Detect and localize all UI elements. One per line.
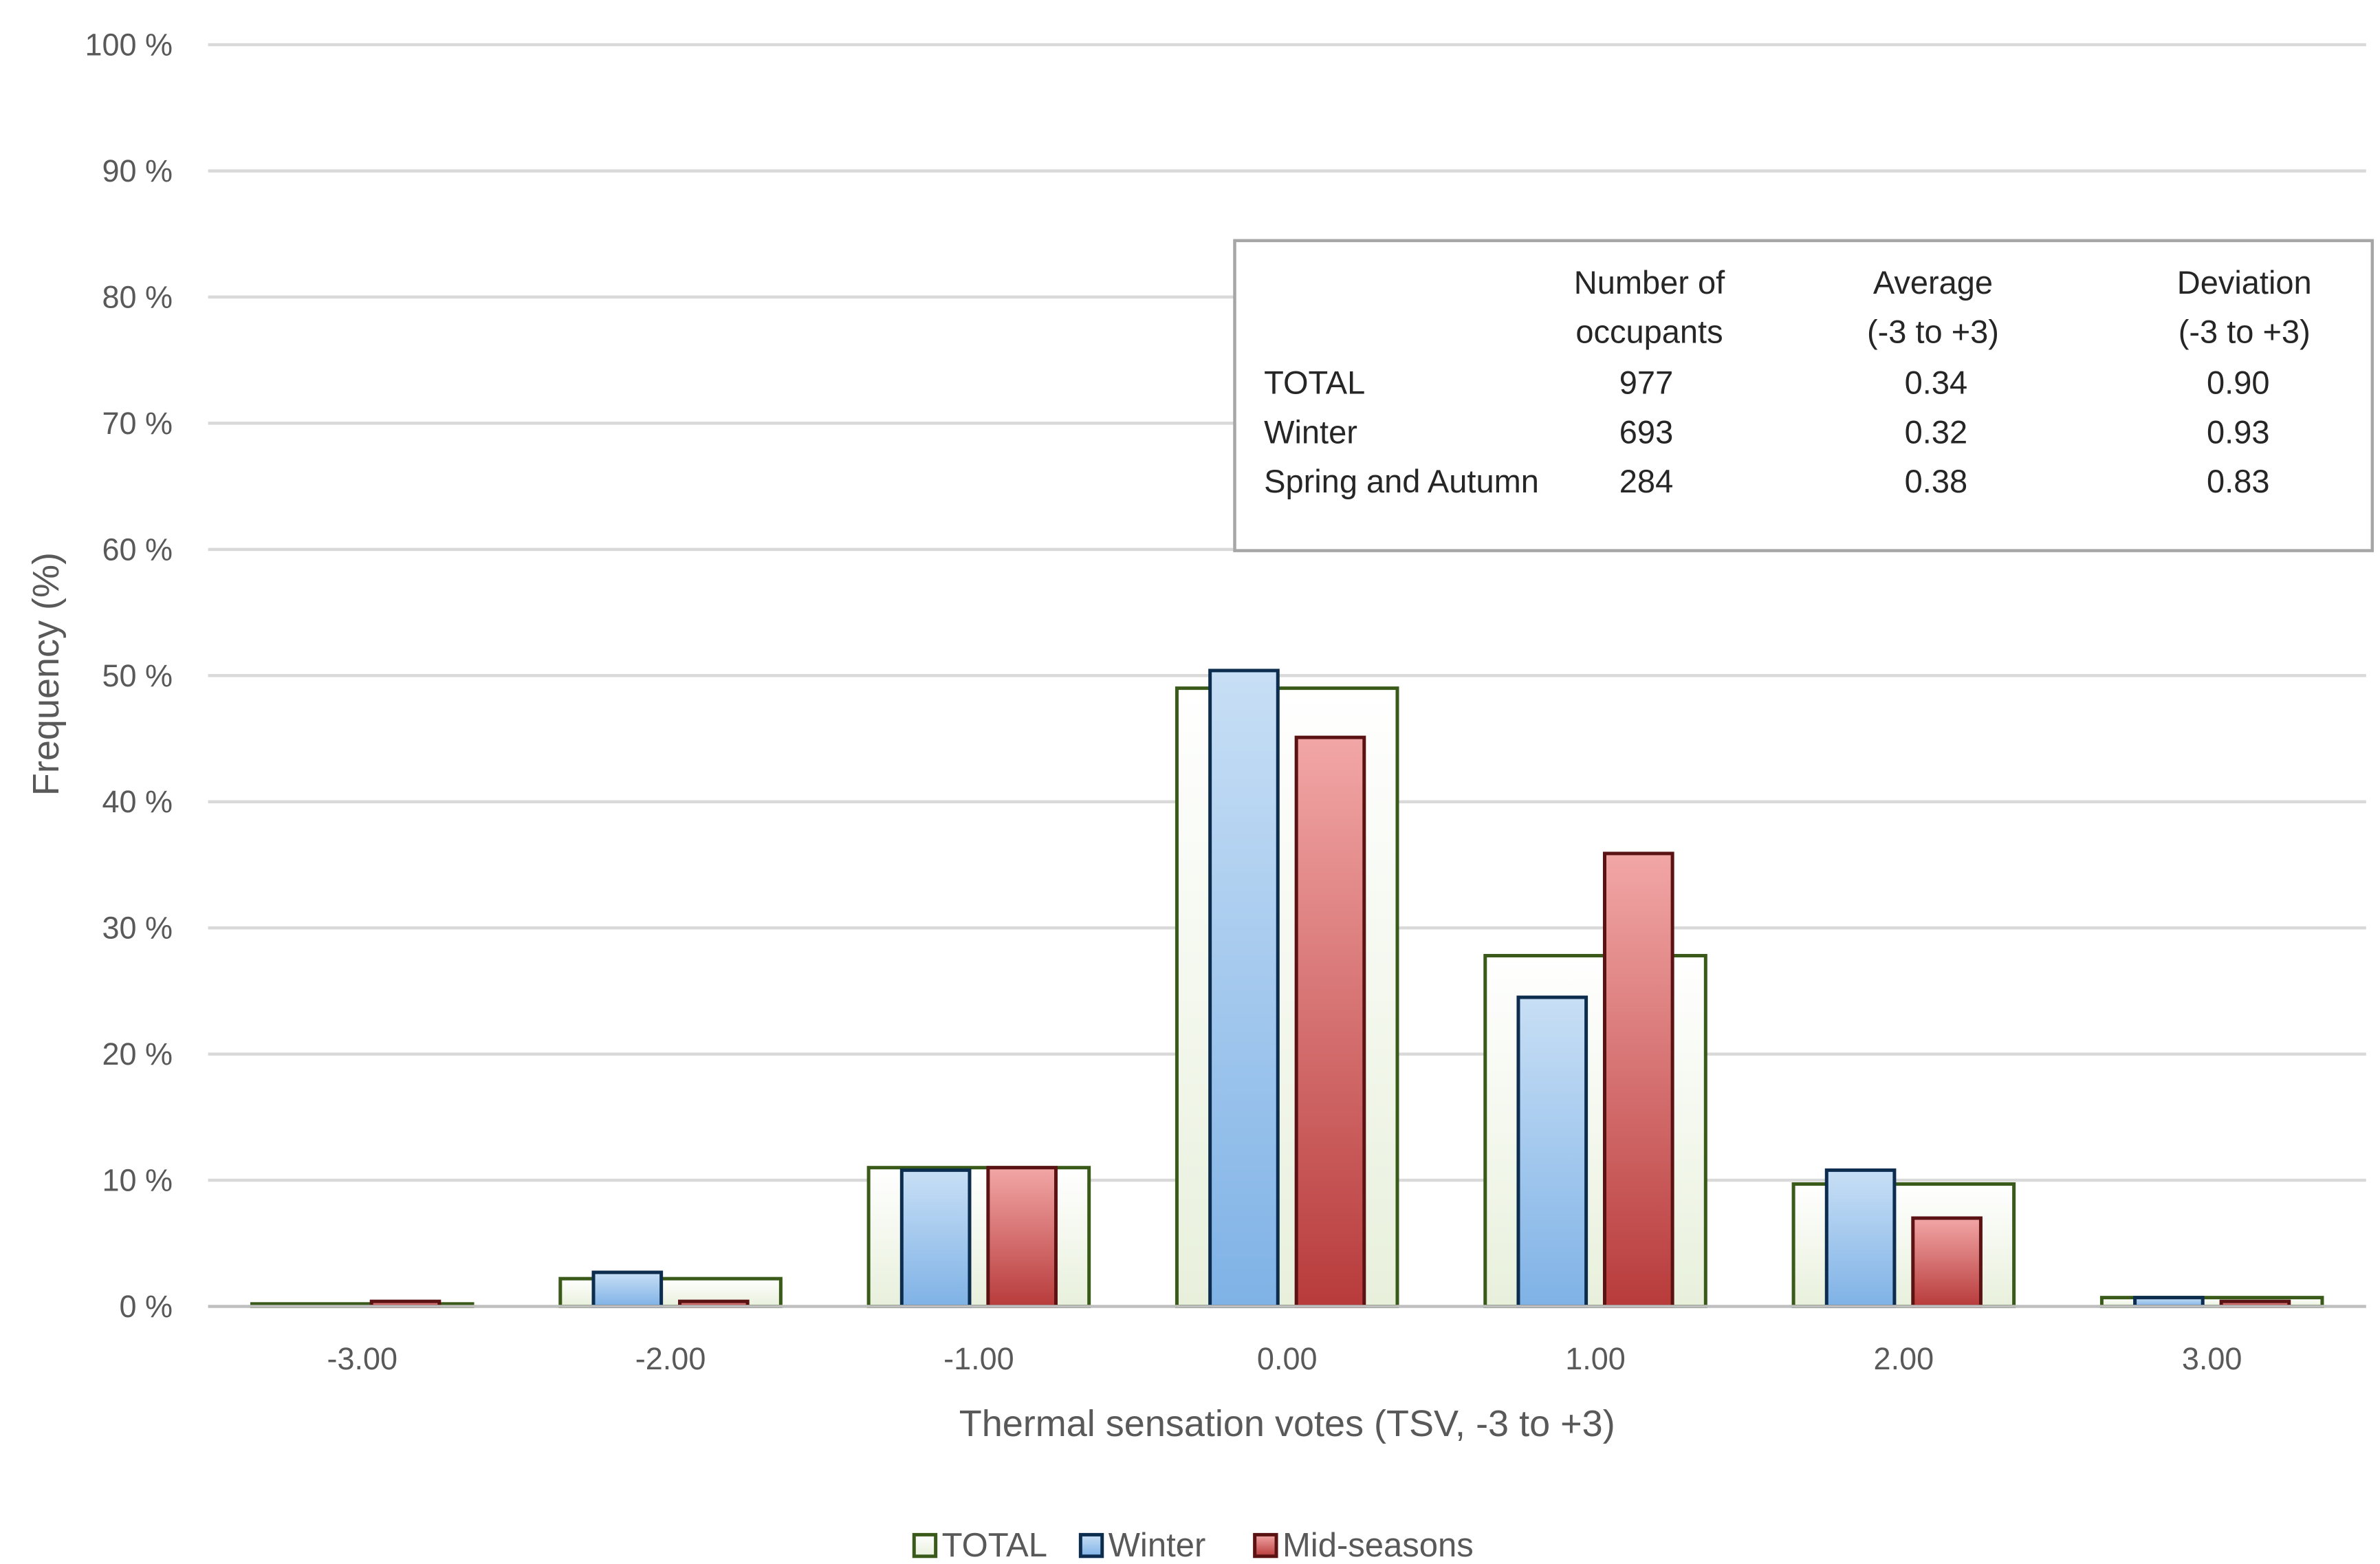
stats-cell: 284 (1619, 463, 1673, 499)
stats-cell: 693 (1619, 413, 1673, 450)
stats-header-average-line1: Average (1873, 264, 1993, 301)
bar-winter (1208, 669, 1280, 1308)
stats-row-label: TOTAL (1264, 365, 1365, 401)
bar-winter (899, 1168, 972, 1308)
stats-cell: 0.38 (1905, 463, 1967, 499)
x-tick-label: 1.00 (1565, 1341, 1626, 1376)
y-tick-label: 60 % (102, 532, 173, 567)
stats-row-label: Winter (1264, 413, 1357, 450)
y-tick-label: 70 % (102, 406, 173, 441)
stats-cell: 0.83 (2207, 463, 2269, 499)
bar-winter (1516, 995, 1589, 1308)
y-tick-label: 0 % (120, 1289, 173, 1324)
stats-table-box (1233, 239, 2374, 552)
stats-row-label: Spring and Autumn (1264, 463, 1539, 499)
bar-winter (591, 1270, 664, 1308)
stats-cell: 0.90 (2207, 365, 2269, 401)
y-axis-title: Frequency (%) (25, 552, 67, 796)
y-tick-label: 80 % (102, 279, 173, 314)
y-axis-ticks: 0 % 10 % 20 % 30 % 40 % 50 % 60 % 70 % 80 % 90 % 1… (85, 28, 173, 1324)
y-tick-label: 10 % (102, 1163, 173, 1198)
y-tick-label: 20 % (102, 1036, 173, 1072)
y-tick-label: 50 % (102, 658, 173, 693)
x-axis-title: Thermal sensation votes (TSV, -3 to +3) (959, 1403, 1615, 1444)
bar-mid-seasons (1294, 735, 1366, 1308)
y-tick-label: 90 % (102, 153, 173, 188)
legend: TOTAL Winter Mid-seasons (912, 1527, 1474, 1564)
bar-winter (1824, 1168, 1897, 1308)
x-axis-ticks: -3.00 -2.00 -1.00 0.00 1.00 2.00 3.00 (327, 1341, 2242, 1376)
stats-cell: 977 (1619, 365, 1673, 401)
legend-swatch-mid-seasons (1253, 1532, 1278, 1558)
stats-cell: 0.34 (1905, 365, 1967, 401)
bars (250, 669, 2324, 1308)
legend-label-winter: Winter (1109, 1527, 1206, 1564)
stats-header-occupants-line2: occupants (1575, 314, 1723, 350)
y-tick-label: 100 % (85, 28, 173, 63)
stats-header-occupants-line1: Number of (1574, 264, 1725, 301)
stats-header-average-line2: (-3 to +3) (1867, 314, 1999, 350)
stats-header-deviation-line1: Deviation (2177, 264, 2312, 301)
stats-cell: 0.93 (2207, 413, 2269, 450)
stats-table: Number of occupants Average (-3 to +3) D… (1233, 239, 2374, 552)
x-tick-label: -1.00 (943, 1341, 1014, 1376)
bar-mid-seasons (986, 1166, 1058, 1308)
x-tick-label: -2.00 (635, 1341, 706, 1376)
legend-swatch-total (912, 1532, 938, 1558)
bar-mid-seasons (1911, 1216, 1983, 1308)
x-tick-label: 2.00 (1874, 1341, 1934, 1376)
stats-header-deviation-line2: (-3 to +3) (2179, 314, 2311, 350)
y-tick-label: 40 % (102, 784, 173, 819)
x-tick-label: -3.00 (327, 1341, 397, 1376)
x-tick-label: 0.00 (1257, 1341, 1318, 1376)
legend-swatch-winter (1078, 1532, 1104, 1558)
y-tick-label: 30 % (102, 911, 173, 946)
legend-label-total: TOTAL (942, 1527, 1047, 1564)
bar-mid-seasons (1602, 851, 1674, 1308)
legend-label-mid-seasons: Mid-seasons (1282, 1527, 1474, 1564)
x-tick-label: 3.00 (2182, 1341, 2242, 1376)
stats-cell: 0.32 (1905, 413, 1967, 450)
